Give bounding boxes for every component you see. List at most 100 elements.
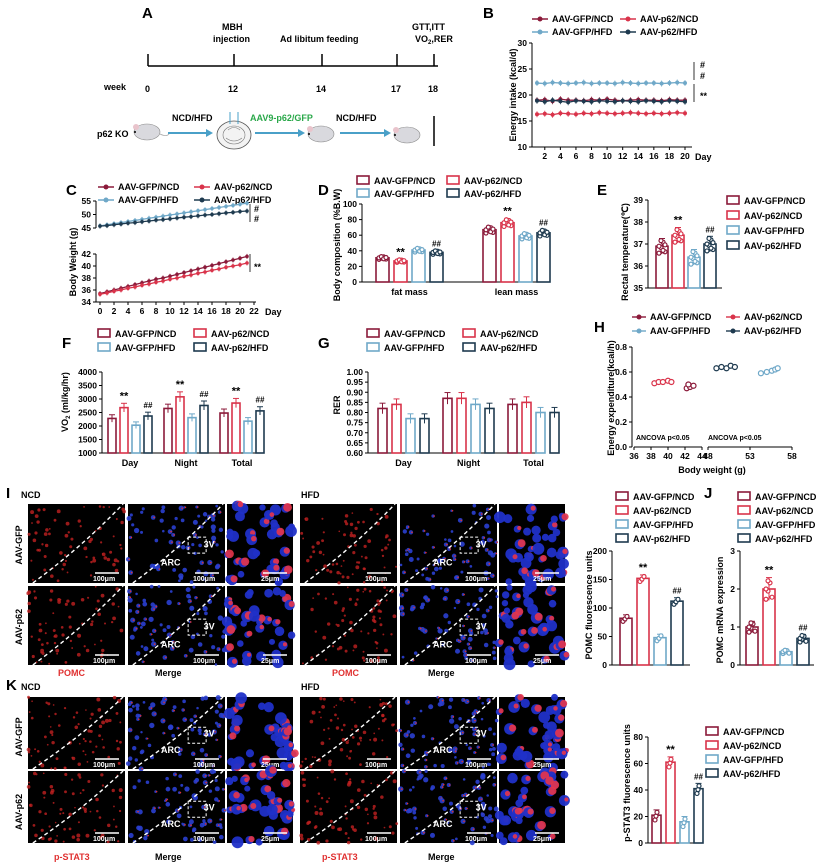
event-feeding: Ad libitum feeding [280,34,359,44]
red-signal [377,727,380,730]
red-signal [328,762,332,767]
x-tick-label: 2 [112,306,117,316]
nucleus [151,808,156,814]
bar-3 [429,251,444,283]
red-signal [337,581,341,585]
red-signal [46,743,49,746]
red-signal [89,574,93,577]
nucleus [544,730,555,740]
micrograph-bg [128,771,225,843]
red-signal [71,792,75,796]
legend-swatch [446,175,460,185]
data-point [203,213,207,217]
nucleus [143,617,147,621]
red-signal [113,805,115,808]
red-signal [281,827,289,835]
red-signal [475,710,478,713]
bar-1 [500,221,515,283]
nucleus [464,656,468,660]
red-signal [454,558,457,561]
red-signal [251,762,256,768]
panel-i-stain-left: POMC [58,668,86,678]
nucleus [150,641,157,647]
panel-k-row1: AAV-GFP [14,717,24,756]
nucleus [142,601,148,607]
nucleus [128,570,133,575]
nucleus [215,504,219,508]
nucleus [285,525,297,538]
legend-swatch [726,225,740,235]
red-signal [68,615,72,619]
red-signal [37,508,41,512]
red-signal [69,639,73,643]
nucleus [127,588,132,594]
red-signal [562,548,568,555]
arc-boundary [32,503,124,584]
arrowhead-virus [298,129,305,137]
legend-swatch [705,740,719,750]
nucleus [472,503,477,508]
bar-2 [518,235,533,283]
arc-boundary [304,770,396,844]
red-signal [407,701,410,703]
red-signal [445,818,448,821]
red-signal [269,512,275,517]
nucleus [406,547,410,551]
panel-a-letter: A [142,5,153,22]
nucleus [133,626,138,631]
nucleus [187,599,192,604]
red-signal [459,640,462,643]
red-signal [325,800,329,804]
nucleus [221,634,226,639]
data-point [589,99,594,104]
nucleus [402,529,407,534]
red-signal [219,511,222,513]
nucleus [485,507,490,512]
red-signal [376,656,380,660]
nucleus [453,724,459,730]
red-signal [107,823,111,828]
data-point [620,98,625,103]
red-signal [31,522,33,524]
data-point [667,111,672,116]
red-signal [376,599,380,603]
panel-i-stain-right: POMC [332,668,360,678]
legend-marker [625,29,631,35]
nucleus [127,702,132,707]
data-point [189,269,193,273]
nucleus [487,530,491,535]
nucleus [468,646,473,651]
data-dot [688,261,694,267]
y-tick-label: 2 [730,584,735,594]
nucleus [202,773,208,779]
nucleus [419,709,423,713]
red-signal [406,802,409,805]
ancova-right: ANCOVA p<0.05 [708,435,762,442]
red-signal [237,501,244,508]
red-signal [429,578,432,581]
v3-label: 3V [204,729,215,739]
significance-mark: ** [232,385,241,397]
red-signal [372,804,376,808]
nucleus [137,809,143,815]
arc-label: ARC [161,745,181,755]
panel-f-letter: F [62,335,71,352]
micrograph: 25μm [493,503,569,589]
nucleus [425,532,430,536]
nucleus [178,774,183,779]
red-signal [61,568,64,571]
red-signal [349,522,354,527]
nucleus [481,701,485,705]
red-signal [457,600,460,603]
nucleus [478,587,484,593]
red-signal [464,650,467,653]
red-signal [454,555,456,557]
legend-label: AAV-GFP/NCD [552,14,614,24]
nucleus [178,579,181,583]
nucleus [202,578,206,581]
nucleus [477,696,481,700]
nucleus [462,778,466,781]
nucleus [184,786,190,792]
